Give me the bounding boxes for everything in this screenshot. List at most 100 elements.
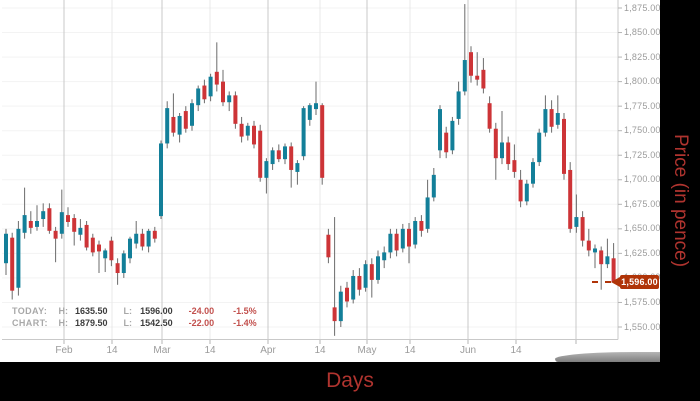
candle-up — [456, 91, 461, 119]
legend-chart-change: -22.00 — [188, 318, 215, 328]
candle-up — [462, 60, 467, 92]
x-axis-tick-label: 14 — [510, 345, 522, 356]
candle-down — [512, 160, 517, 172]
x-axis-tick-label: Apr — [260, 345, 276, 356]
candle-down — [475, 75, 480, 80]
candle-up — [196, 88, 201, 106]
x-axis-title: Days — [326, 369, 374, 392]
candle-down — [258, 130, 263, 178]
candle-up — [16, 228, 21, 288]
candle-down — [84, 224, 89, 248]
candle-up — [4, 233, 8, 264]
y-axis-tick-label: 1,800.00 — [624, 76, 661, 87]
candle-down — [320, 105, 325, 178]
x-axis-tick-label: Mar — [153, 345, 171, 356]
y-axis-tick-label: 1,625.00 — [624, 247, 661, 258]
candle-down — [357, 275, 362, 290]
candle-down — [214, 71, 219, 85]
candle-up — [22, 215, 27, 233]
candle-down — [97, 244, 101, 252]
y-axis-tick-label: 1,675.00 — [624, 198, 661, 209]
legend-chart-low: 1542.50 — [140, 318, 173, 328]
candle-down — [506, 142, 511, 165]
candle-down — [171, 116, 176, 133]
candle-up — [264, 161, 269, 178]
candle-up — [438, 109, 442, 151]
legend-chart-high: 1879.50 — [75, 318, 108, 328]
candle-down — [419, 220, 424, 231]
candle-down — [72, 218, 77, 232]
candle-down — [289, 146, 294, 170]
candle-up — [307, 105, 312, 120]
candle-up — [128, 238, 132, 259]
candle-down — [487, 103, 492, 129]
candle-down — [586, 240, 591, 251]
last-price-tag-arrow — [611, 276, 620, 287]
page-curl-shadow — [555, 352, 660, 362]
candle-down — [481, 69, 486, 89]
legend-row-today: TODAY: H: 1635.50 L: 1596.00 -24.00 -1.5… — [12, 305, 269, 317]
candle-down — [115, 263, 120, 274]
candle-up — [208, 76, 213, 97]
legend-row-chart: CHART: H: 1879.50 L: 1542.50 -22.00 -1.4… — [12, 317, 269, 329]
candle-up — [35, 220, 39, 227]
candle-up — [388, 233, 393, 253]
candle-down — [252, 125, 256, 145]
candle-down — [326, 234, 331, 258]
y-axis-tick-label: 1,550.00 — [624, 321, 661, 332]
candle-up — [431, 174, 436, 198]
y-axis-tick-label: 1,575.00 — [624, 296, 661, 307]
x-axis-tick-label: 14 — [204, 345, 216, 356]
candle-down — [562, 118, 566, 174]
candle-down — [140, 233, 145, 247]
legend-today-low: 1596.00 — [140, 306, 173, 316]
candle-down — [568, 169, 573, 229]
candle-down — [239, 123, 244, 137]
y-axis-tick-label: 1,750.00 — [624, 125, 661, 136]
y-axis-tick-label: 1,850.00 — [624, 27, 661, 38]
candle-down — [28, 220, 33, 228]
candle-up — [165, 108, 170, 144]
candle-up — [103, 250, 108, 259]
candle-up — [400, 228, 405, 249]
candle-up — [245, 125, 250, 136]
candle-down — [469, 52, 473, 76]
candle-up — [531, 162, 535, 184]
last-price-dash-line — [592, 280, 611, 283]
candle-up — [593, 248, 597, 253]
y-axis-tick-label: 1,775.00 — [624, 100, 661, 111]
x-axis-tick-label: 14 — [314, 345, 326, 356]
candle-up — [338, 291, 343, 322]
candle-down — [66, 215, 70, 222]
legend-chart-change-pct: -1.4% — [233, 318, 257, 328]
candle-down — [332, 307, 337, 322]
y-axis-tick-label: 1,725.00 — [624, 149, 661, 160]
candle-down — [518, 179, 523, 202]
candle-down — [152, 230, 157, 239]
candle-down — [493, 128, 498, 159]
x-axis-tick-label: 14 — [404, 345, 416, 356]
candle-down — [276, 150, 281, 160]
candle-up — [382, 252, 387, 261]
y-axis-title: Price (in pence) — [670, 133, 691, 268]
candle-up — [159, 143, 163, 217]
x-axis-tick-label: May — [357, 345, 377, 356]
candle-up — [134, 233, 139, 244]
candle-up — [314, 103, 318, 110]
candle-down — [47, 208, 52, 231]
candle-down — [345, 287, 349, 302]
y-axis-tick-label: 1,700.00 — [624, 174, 661, 185]
candle-up — [376, 256, 380, 280]
candle-up — [121, 253, 126, 274]
candle-up — [351, 275, 356, 300]
candle-up — [574, 217, 579, 227]
candle-up — [524, 183, 529, 202]
candle-up — [146, 230, 151, 247]
candle-up — [78, 227, 83, 235]
candle-down — [599, 250, 604, 265]
candle-up — [295, 163, 300, 172]
candle-up — [413, 220, 418, 245]
legend-today-label: TODAY: — [12, 306, 48, 316]
candle-down — [444, 132, 449, 153]
